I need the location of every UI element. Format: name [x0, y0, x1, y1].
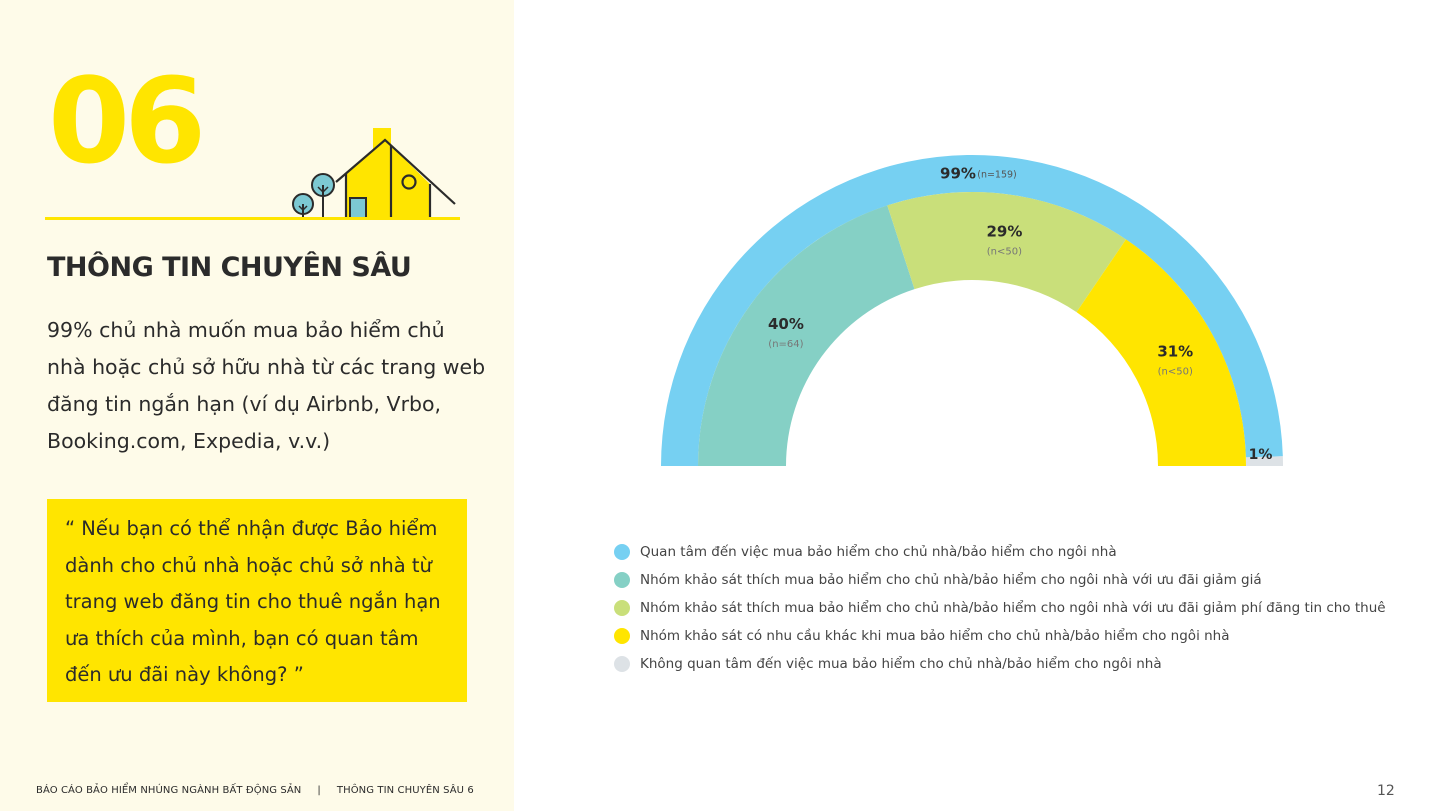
legend-swatch: [614, 544, 630, 560]
semi-donut-chart: 40% (n=64) 29% (n<50) 31% (n<50) 99% (n=159) 1%: [661, 155, 1283, 467]
tree-icon: [292, 193, 314, 218]
legend-label: Nhóm khảo sát thích mua bảo hiểm cho chủ…: [640, 600, 1386, 616]
section-number: 06: [48, 52, 206, 190]
left-panel: 06 THÔNG TIN CHUYÊN SÂU 99% chủ nhà muốn…: [0, 0, 514, 811]
legend-swatch: [614, 600, 630, 616]
data-label: 1%: [1249, 447, 1273, 463]
legend-item: Không quan tâm đến việc mua bảo hiểm cho…: [614, 650, 1386, 678]
data-label: 40%: [768, 315, 804, 333]
legend-item: Quan tâm đến việc mua bảo hiểm cho chủ n…: [614, 538, 1386, 566]
outer-ring-slice: [1245, 456, 1283, 466]
legend-swatch: [614, 628, 630, 644]
footer-section-label: THÔNG TIN CHUYÊN SÂU 6: [336, 785, 474, 796]
quote-text: “ Nếu bạn có thể nhận được Bảo hiểm dành…: [65, 517, 441, 686]
outer-ring-slice: [661, 155, 1283, 467]
legend-label: Không quan tâm đến việc mua bảo hiểm cho…: [640, 656, 1162, 672]
data-label-n: (n=64): [768, 339, 803, 350]
inner-ring-slice: [1076, 239, 1246, 466]
inner-ring-slice: [698, 205, 915, 466]
footer-separator: |: [317, 785, 321, 796]
legend-item: Nhóm khảo sát có nhu cầu khác khi mua bả…: [614, 622, 1386, 650]
data-label-n: (n<50): [1158, 366, 1193, 377]
tree-icon: [311, 173, 335, 218]
house-icon: [292, 128, 456, 218]
page-number: 12: [1377, 783, 1395, 799]
legend-label: Nhóm khảo sát thích mua bảo hiểm cho chủ…: [640, 572, 1262, 588]
legend-swatch: [614, 656, 630, 672]
legend-label: Quan tâm đến việc mua bảo hiểm cho chủ n…: [640, 544, 1117, 560]
section-heading: THÔNG TIN CHUYÊN SÂU: [47, 252, 412, 283]
legend-label: Nhóm khảo sát có nhu cầu khác khi mua bả…: [640, 628, 1230, 644]
quote-box: “ Nếu bạn có thể nhận được Bảo hiểm dành…: [47, 499, 467, 702]
data-label-n: (n=159): [977, 170, 1017, 181]
data-label: 29%: [986, 222, 1022, 240]
summary-text: 99% chủ nhà muốn mua bảo hiểm chủ nhà ho…: [47, 318, 486, 453]
legend-item: Nhóm khảo sát thích mua bảo hiểm cho chủ…: [614, 566, 1386, 594]
divider-line: [45, 217, 460, 220]
footer: BÁO CÁO BẢO HIỂM NHÚNG NGÀNH BẤT ĐỘNG SẢ…: [36, 785, 474, 796]
data-label: 31%: [1157, 342, 1193, 360]
legend-swatch: [614, 572, 630, 588]
footer-report-title: BÁO CÁO BẢO HIỂM NHÚNG NGÀNH BẤT ĐỘNG SẢ…: [36, 785, 302, 796]
chart-legend: Quan tâm đến việc mua bảo hiểm cho chủ n…: [614, 538, 1386, 678]
data-label-n: (n<50): [987, 246, 1022, 257]
inner-ring-slice: [887, 192, 1127, 313]
legend-item: Nhóm khảo sát thích mua bảo hiểm cho chủ…: [614, 594, 1386, 622]
data-label: 99%: [940, 165, 976, 183]
